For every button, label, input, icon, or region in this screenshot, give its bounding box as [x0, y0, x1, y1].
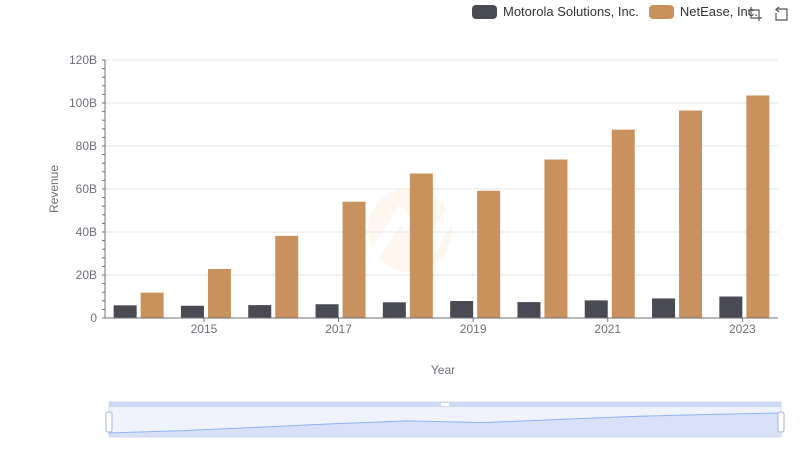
- x-tick-label: 2015: [191, 322, 218, 336]
- legend-label-motorola: Motorola Solutions, Inc.: [503, 4, 639, 19]
- data-zoom-right-handle[interactable]: [777, 411, 785, 433]
- bar-motorola-2016[interactable]: [248, 305, 272, 318]
- y-tick-label: 120B: [69, 53, 97, 67]
- legend-label-netease: NetEase, Inc.: [679, 4, 758, 19]
- bar-netease-2016[interactable]: [275, 235, 299, 318]
- x-tick-label: 2017: [325, 322, 352, 336]
- bar-netease-2014[interactable]: [140, 292, 164, 318]
- bar-motorola-2014[interactable]: [113, 305, 137, 318]
- legend-swatch-motorola: [472, 4, 497, 19]
- bar-netease-2015[interactable]: [207, 268, 231, 318]
- bar-motorola-2022[interactable]: [652, 298, 676, 318]
- bar-netease-2017[interactable]: [342, 201, 366, 318]
- y-tick-label: 100B: [69, 96, 97, 110]
- bar-motorola-2018[interactable]: [382, 302, 406, 318]
- data-zoom-preview-area: [109, 413, 781, 437]
- axes: 0 20B 40B 60B 80B 100B 120B 2015 2017 2019 2021 202…: [69, 53, 778, 336]
- grid-lines: [105, 59, 778, 276]
- bar-motorola-2019[interactable]: [450, 301, 474, 318]
- bar-netease-2018[interactable]: [409, 173, 433, 318]
- x-tick-label: 2023: [729, 322, 756, 336]
- y-tick-label: 40B: [76, 225, 97, 239]
- zoom-icon[interactable]: [747, 6, 763, 22]
- bar-motorola-2017[interactable]: [315, 304, 339, 318]
- x-tick-label: 2019: [460, 322, 487, 336]
- data-zoom-preview-line: [108, 412, 782, 434]
- data-zoom-left-handle[interactable]: [105, 411, 113, 433]
- y-tick-label: 80B: [76, 139, 97, 153]
- bar-motorola-2015[interactable]: [180, 305, 204, 318]
- legend: Motorola Solutions, Inc. NetEase, Inc.: [472, 4, 768, 19]
- restore-icon[interactable]: [773, 6, 789, 22]
- x-axis-title: Year: [431, 363, 455, 377]
- legend-item-netease[interactable]: NetEase, Inc.: [648, 4, 758, 19]
- bar-motorola-2020[interactable]: [517, 302, 541, 318]
- y-tick-label: 0: [90, 311, 97, 325]
- bar-netease-2023[interactable]: [746, 95, 770, 318]
- y-tick-label: 60B: [76, 182, 97, 196]
- toolbox: [747, 6, 799, 22]
- y-axis-title: Revenue: [47, 165, 61, 213]
- bar-netease-2020[interactable]: [544, 159, 568, 318]
- data-zoom-slider[interactable]: [105, 401, 785, 438]
- bars: [113, 95, 770, 319]
- x-tick-label: 2021: [594, 322, 621, 336]
- legend-item-motorola[interactable]: Motorola Solutions, Inc.: [472, 4, 639, 19]
- bar-netease-2021[interactable]: [611, 129, 635, 318]
- y-tick-label: 20B: [76, 268, 97, 282]
- bar-netease-2019[interactable]: [477, 190, 501, 318]
- data-zoom-move-handle[interactable]: [441, 403, 449, 406]
- bar-netease-2022[interactable]: [679, 110, 703, 319]
- bar-motorola-2021[interactable]: [584, 300, 608, 318]
- bar-motorola-2023[interactable]: [719, 296, 743, 319]
- legend-swatch-netease: [648, 4, 674, 19]
